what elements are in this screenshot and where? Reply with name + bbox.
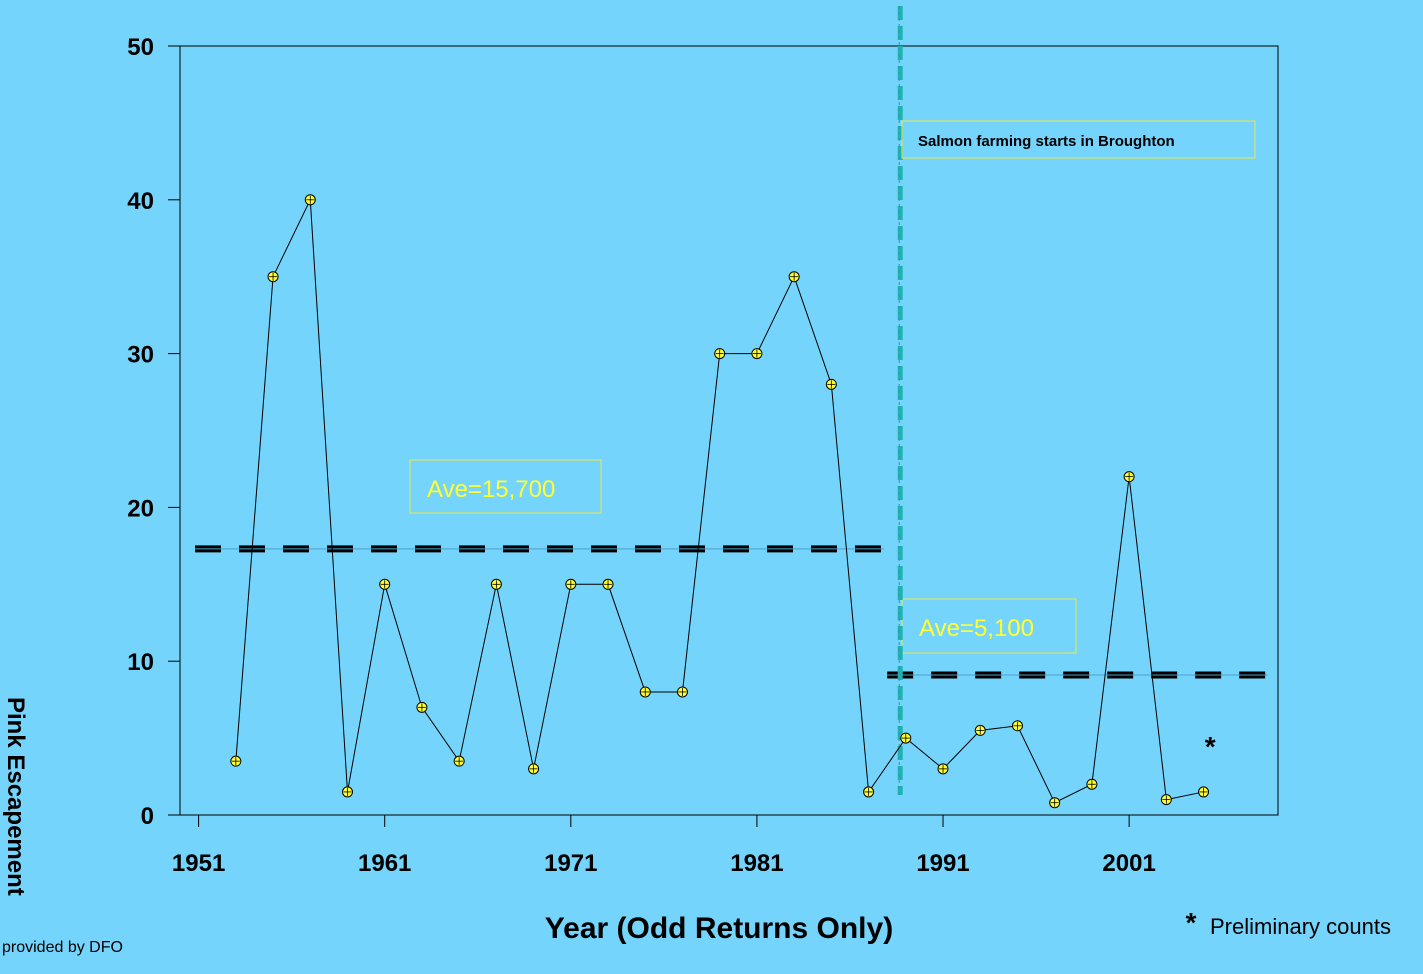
- preliminary-asterisk: *: [1205, 731, 1216, 762]
- average-label-box: [409, 459, 602, 514]
- x-tick-label: 1971: [544, 850, 597, 877]
- plot-area: [179, 45, 1279, 816]
- y-tick-label: 30: [127, 342, 154, 369]
- y-tick-label: 20: [127, 495, 154, 522]
- average-label: Ave=15,700: [427, 476, 555, 503]
- x-axis: 1951 1961 1971 1981 1991 2001: [172, 814, 1278, 877]
- series-line: [235, 197, 1204, 804]
- x-tick-label: 1961: [358, 850, 411, 877]
- x-tick-label: 2001: [1102, 850, 1155, 877]
- credit-text: provided by DFO: [2, 939, 123, 956]
- x-tick-label: 1951: [172, 850, 225, 877]
- event-label: Salmon farming starts in Broughton: [918, 133, 1175, 150]
- y-axis-title: Pink Escapement: [2, 697, 29, 896]
- average-lines: Ave=15,700 Ave=5,100: [195, 459, 1268, 679]
- y-tick-label: 0: [141, 803, 154, 830]
- event-label-box: [901, 120, 1256, 159]
- footnote-text: Preliminary counts: [1210, 914, 1391, 939]
- y-tick-label: 50: [127, 34, 154, 61]
- event-marker: Salmon farming starts in Broughton: [897, 6, 1256, 795]
- footnote-asterisk: *: [1186, 907, 1197, 938]
- average-label: Ave=5,100: [919, 615, 1034, 642]
- x-tick-label: 1991: [916, 850, 969, 877]
- y-tick-label: 10: [127, 649, 154, 676]
- y-axis: 0 10 20 30 40 50: [127, 34, 180, 830]
- data-series: [230, 194, 1210, 809]
- x-tick-label: 1981: [730, 850, 783, 877]
- x-axis-title: Year (Odd Returns Only): [545, 912, 893, 945]
- y-tick-label: 40: [127, 188, 154, 215]
